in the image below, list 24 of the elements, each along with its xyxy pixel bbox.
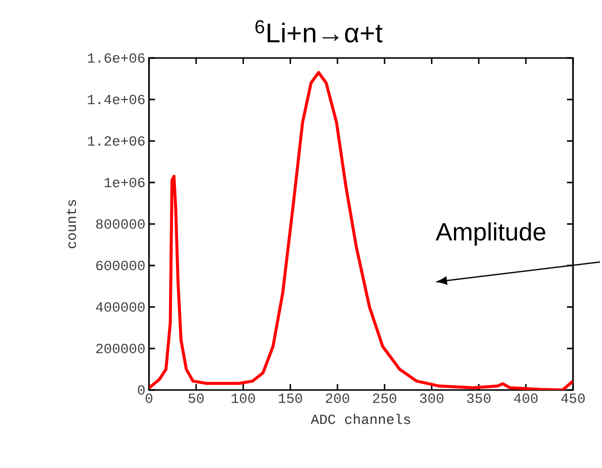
y-tick-label: 800000: [96, 219, 145, 229]
y-tick-label: 1.6e+06: [88, 53, 145, 63]
x-tick-label: 200: [326, 394, 350, 403]
x-tick-label: 300: [420, 394, 444, 403]
y-tick-label: 1.2e+06: [88, 136, 145, 146]
x-axis-title: ADC channels: [310, 414, 410, 424]
y-axis-title: counts: [66, 200, 76, 248]
line-series: [149, 71, 574, 390]
x-tick-label: 0: [146, 394, 152, 403]
x-tick-label: 350: [467, 394, 490, 403]
y-tick-label: 200000: [96, 344, 145, 354]
x-tick-label: 250: [372, 394, 396, 403]
x-tick-label: 400: [514, 394, 538, 403]
y-tick-label: 600000: [96, 260, 145, 270]
x-tick-label: 100: [232, 394, 255, 403]
y-tick-label: 1e+06: [104, 178, 145, 188]
x-tick-label: 450: [561, 394, 585, 403]
x-tick-label: 150: [278, 394, 302, 403]
y-tick-label: 400000: [96, 302, 145, 312]
y-tick-label: 1.4e+06: [88, 94, 145, 104]
x-tick-label: 50: [188, 394, 204, 403]
chart-title: $^{6}$Li+n→α+t: [255, 20, 382, 42]
annotation: Amplitude: [436, 222, 546, 246]
y-tick-label: 0: [138, 385, 145, 395]
